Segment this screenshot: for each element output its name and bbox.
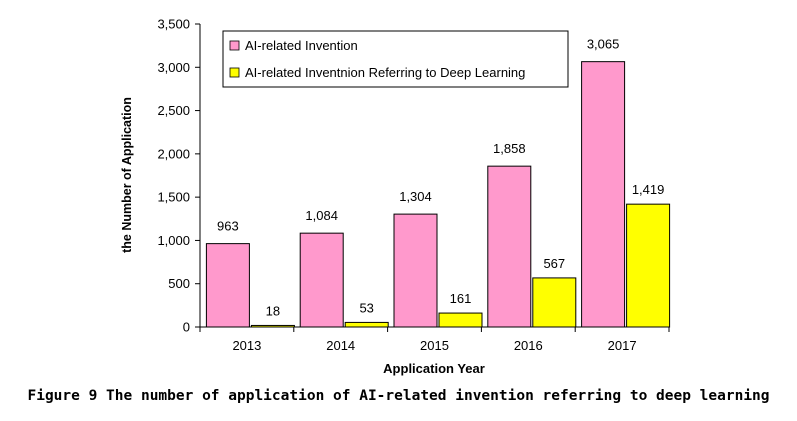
data-label-ai-invention: 3,065: [587, 37, 620, 52]
bar-deep-learning: [438, 312, 483, 328]
y-tick-label: 2,500: [157, 103, 190, 118]
x-tick-label: 2017: [608, 338, 637, 353]
x-axis-label: Application Year: [383, 361, 485, 376]
y-tick-label: 2,000: [157, 146, 190, 161]
data-label-ai-invention: 1,084: [305, 208, 338, 223]
data-label-deep-learning: 567: [543, 256, 565, 271]
bar-deep-learning: [532, 277, 577, 328]
bars-layer: [205, 61, 671, 328]
data-label-deep-learning: 18: [266, 303, 280, 318]
y-ticks-layer: 0 500 1,000 1,500 2,000 2,500 3,000 3,500: [157, 17, 200, 335]
legend-box: [222, 30, 569, 88]
data-label-ai-invention: 963: [217, 219, 239, 234]
data-label-ai-invention: 1,858: [493, 141, 526, 156]
x-ticks-layer: 2013 2014 2015 2016 2017: [199, 327, 670, 353]
bar-ai-invention: [393, 213, 438, 328]
legend: AI-related Invention AI-related Inventni…: [222, 30, 569, 88]
figure-caption: Figure 9 The number of application of AI…: [27, 388, 770, 404]
data-label-deep-learning: 1,419: [632, 182, 665, 197]
x-tick-label: 2016: [514, 338, 543, 353]
bar-ai-invention: [581, 61, 626, 328]
x-tick-label: 2015: [420, 338, 449, 353]
data-labels-layer: 963 1,084 1,304 1,858 3,065 18 53 161 567 1,419: [217, 37, 664, 319]
legend-swatch-deep-learning: [229, 67, 240, 78]
y-tick-label: 500: [168, 276, 190, 291]
bar-chart: 963 1,084 1,304 1,858 3,065 18 53 161 567 1,419 0…: [120, 17, 671, 376]
y-tick-label: 3,500: [157, 17, 190, 32]
y-tick-label: 0: [183, 320, 190, 335]
bar-ai-invention: [205, 243, 250, 328]
bar-deep-learning: [626, 203, 671, 328]
legend-label-ai-invention: AI-related Invention: [245, 38, 358, 53]
legend-label-deep-learning: AI-related Inventnion Referring to Deep …: [245, 65, 525, 80]
axes-layer: [199, 24, 669, 328]
x-tick-label: 2013: [232, 338, 261, 353]
y-tick-label: 1,000: [157, 233, 190, 248]
bar-ai-invention: [487, 165, 532, 328]
y-tick-label: 1,500: [157, 190, 190, 205]
y-axis-label: the Number of Application: [120, 97, 134, 253]
data-label-deep-learning: 53: [359, 300, 373, 315]
data-label-deep-learning: 161: [450, 291, 472, 306]
data-label-ai-invention: 1,304: [399, 189, 432, 204]
y-tick-label: 3,000: [157, 60, 190, 75]
bar-deep-learning: [344, 321, 389, 328]
x-tick-label: 2014: [326, 338, 355, 353]
legend-swatch-ai-invention: [229, 40, 240, 51]
bar-ai-invention: [299, 232, 344, 328]
